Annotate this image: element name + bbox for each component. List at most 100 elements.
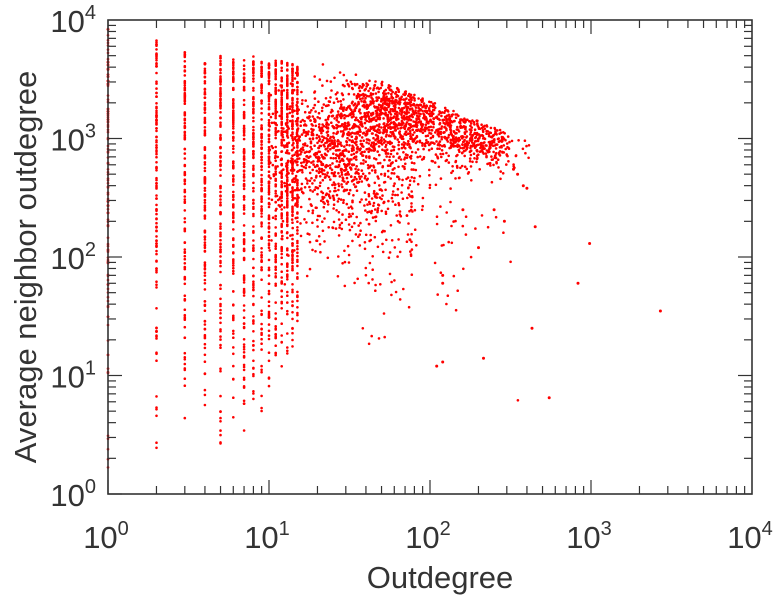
data-point <box>318 150 322 154</box>
data-point <box>484 152 488 155</box>
data-point <box>286 88 289 92</box>
data-point <box>329 178 332 181</box>
data-point <box>321 63 325 66</box>
data-point <box>287 152 291 155</box>
data-point <box>219 133 222 137</box>
data-point <box>327 193 331 196</box>
data-point <box>399 98 403 101</box>
data-point <box>397 165 400 169</box>
data-point <box>461 118 464 122</box>
data-point <box>389 152 393 156</box>
data-point <box>476 138 480 142</box>
data-point <box>232 251 235 254</box>
data-point <box>367 184 371 188</box>
data-point <box>183 173 187 176</box>
data-point <box>274 103 278 107</box>
data-point <box>440 137 444 141</box>
data-point <box>298 135 302 138</box>
data-point <box>183 308 187 312</box>
data-point <box>311 221 314 225</box>
data-point <box>296 232 299 235</box>
data-point <box>280 276 284 279</box>
data-point <box>155 161 158 164</box>
data-point <box>356 132 360 135</box>
data-point <box>323 240 326 243</box>
data-point <box>183 69 187 73</box>
data-point <box>494 130 497 134</box>
data-point <box>382 91 385 95</box>
data-point <box>378 114 381 117</box>
data-point <box>478 168 482 171</box>
data-point <box>296 306 299 309</box>
data-point <box>289 134 293 137</box>
data-point <box>291 304 294 308</box>
data-point <box>242 147 246 151</box>
data-point <box>252 366 255 370</box>
data-point <box>431 112 434 116</box>
data-point <box>398 123 401 127</box>
data-point <box>242 59 246 62</box>
data-point <box>398 112 401 115</box>
data-point <box>203 282 207 285</box>
data-point <box>405 102 409 105</box>
data-point <box>358 200 362 204</box>
data-point <box>291 326 294 330</box>
data-point <box>489 131 493 135</box>
data-point <box>291 79 294 83</box>
data-point <box>232 147 235 151</box>
data-point <box>461 151 464 154</box>
data-point <box>435 222 439 226</box>
data-point <box>219 255 222 258</box>
data-point <box>379 131 382 134</box>
data-point <box>284 189 288 193</box>
data-point <box>294 202 298 205</box>
data-point <box>389 164 392 167</box>
data-point <box>517 139 520 142</box>
data-point <box>288 105 292 108</box>
data-point <box>183 267 187 271</box>
data-point <box>296 90 299 94</box>
data-point <box>203 90 207 94</box>
data-point <box>203 161 207 164</box>
data-point <box>489 164 492 167</box>
data-point <box>465 145 469 149</box>
data-point <box>277 89 281 92</box>
data-point <box>359 121 362 124</box>
data-point <box>486 150 490 154</box>
data-point <box>203 71 207 75</box>
data-point <box>267 140 271 144</box>
data-point <box>348 159 351 163</box>
data-point <box>155 114 158 118</box>
data-point <box>412 139 416 143</box>
data-point <box>252 164 255 168</box>
data-point <box>367 142 371 145</box>
data-point <box>360 175 363 178</box>
data-point <box>469 153 473 157</box>
data-point <box>295 122 299 126</box>
data-point <box>407 222 410 225</box>
data-point <box>260 328 263 331</box>
data-point <box>286 82 289 86</box>
data-point <box>280 175 284 178</box>
data-point <box>516 399 520 402</box>
data-point <box>351 200 354 204</box>
data-point <box>232 244 235 247</box>
data-point <box>438 121 442 125</box>
data-point <box>296 153 300 157</box>
data-point <box>286 115 289 119</box>
data-point <box>232 304 235 307</box>
data-point <box>428 108 431 112</box>
data-point <box>427 126 430 129</box>
data-point <box>291 96 294 100</box>
data-point <box>335 126 339 130</box>
data-point <box>361 125 364 128</box>
data-point <box>183 152 187 155</box>
data-point <box>303 151 307 154</box>
data-point <box>310 127 313 131</box>
data-point <box>274 242 278 246</box>
data-point <box>267 64 271 67</box>
data-point <box>371 216 375 219</box>
data-point <box>282 138 286 142</box>
data-point <box>411 110 415 113</box>
data-point <box>371 97 374 101</box>
